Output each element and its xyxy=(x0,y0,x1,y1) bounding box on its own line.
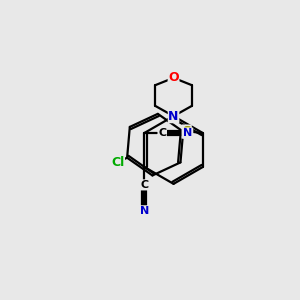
Text: Cl: Cl xyxy=(111,156,124,169)
Text: C: C xyxy=(140,180,148,190)
Text: O: O xyxy=(168,71,179,84)
Text: C: C xyxy=(158,128,166,138)
Text: S: S xyxy=(182,125,191,138)
Text: N: N xyxy=(184,128,193,138)
Text: N: N xyxy=(140,206,149,216)
Text: N: N xyxy=(168,110,179,123)
